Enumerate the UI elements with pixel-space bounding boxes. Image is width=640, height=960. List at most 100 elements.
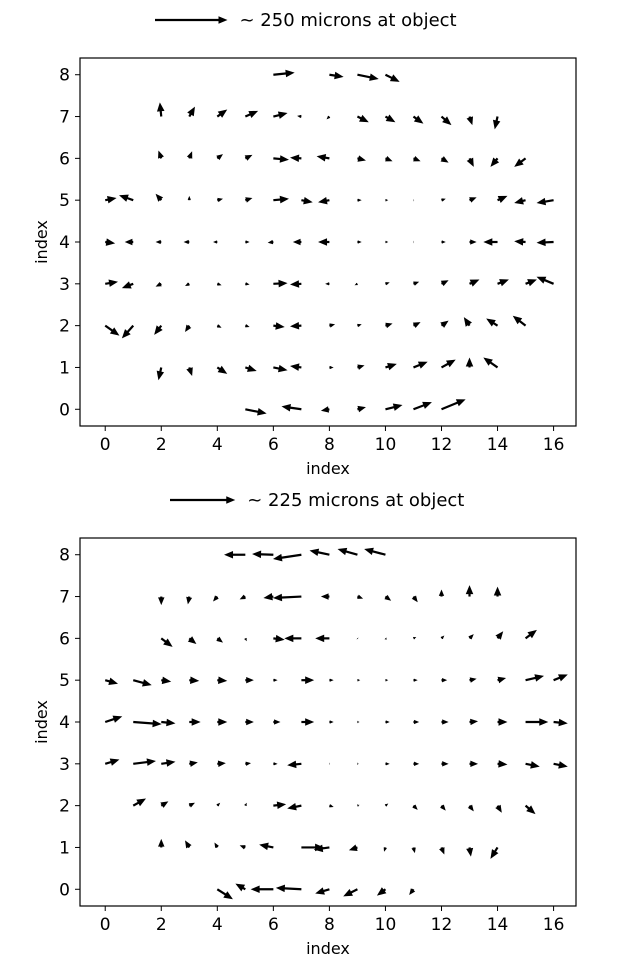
vector-arrow <box>309 548 330 557</box>
vector-arrow <box>385 199 389 202</box>
x-tick-label: 8 <box>324 915 335 935</box>
vector-arrow <box>385 362 397 371</box>
vector-arrow <box>245 676 254 684</box>
vector-arrow <box>239 845 246 850</box>
x-tick-label: 4 <box>212 915 223 935</box>
vector-arrow <box>315 634 330 643</box>
vector-arrow <box>213 240 218 244</box>
vector-arrow <box>183 239 190 245</box>
vector-arrow <box>187 106 195 118</box>
vector-arrow <box>290 280 302 288</box>
vector-arrow <box>483 357 499 369</box>
x-tick-label: 14 <box>487 915 509 935</box>
vector-arrow <box>357 679 361 682</box>
vector-arrow <box>512 315 527 327</box>
vector-arrow <box>495 631 504 640</box>
vector-arrow <box>441 678 448 683</box>
vector-arrow <box>465 357 474 368</box>
vector-arrow <box>154 324 163 335</box>
vector-arrow <box>213 595 219 602</box>
vector-arrow <box>214 842 219 849</box>
vector-arrow <box>316 153 330 162</box>
vector-arrow <box>186 367 193 376</box>
x-axis-label: index <box>306 939 350 958</box>
vector-arrow <box>469 677 477 683</box>
quiver-key-arrow <box>155 16 228 24</box>
vector-arrow <box>376 887 387 896</box>
vector-arrow <box>301 676 315 684</box>
vector-arrow <box>384 637 387 640</box>
vector-arrow <box>275 884 302 893</box>
vector-arrow <box>536 197 554 206</box>
vector-arrow <box>469 279 480 287</box>
vector-arrow <box>357 364 365 370</box>
vector-arrow <box>104 715 123 724</box>
x-tick-label: 16 <box>543 435 565 455</box>
vector-arrow <box>357 155 366 162</box>
x-tick-label: 12 <box>431 435 453 455</box>
vector-arrow <box>187 636 197 645</box>
vector-arrow <box>284 634 302 643</box>
vector-arrow <box>357 240 362 244</box>
vector-arrow <box>272 593 302 602</box>
x-tick-label: 0 <box>100 435 111 455</box>
vector-arrow <box>187 195 191 201</box>
vector-arrow <box>524 804 536 815</box>
vector-arrow <box>155 281 162 287</box>
vector-arrow <box>105 279 119 287</box>
x-tick-label: 2 <box>156 915 167 935</box>
quiver-key: ~ 225 microns at object <box>170 490 464 511</box>
vector-arrow <box>287 803 302 811</box>
vector-arrow <box>412 322 421 328</box>
vector-arrow <box>244 637 247 642</box>
y-tick-label: 5 <box>59 191 70 211</box>
y-tick-label: 8 <box>59 546 70 566</box>
vector-arrow <box>413 678 418 682</box>
vector-arrow <box>329 323 336 328</box>
vector-arrow <box>553 674 568 682</box>
vector-arrow <box>553 718 568 727</box>
y-tick-label: 3 <box>59 755 70 775</box>
vector-arrow <box>216 802 221 807</box>
vector-arrow <box>385 679 389 682</box>
y-tick-label: 1 <box>59 838 70 858</box>
vector-arrow <box>343 888 358 897</box>
vector-arrow <box>413 155 421 162</box>
vector-arrow <box>320 406 330 413</box>
vector-arrow <box>104 758 120 766</box>
vector-arrow <box>224 550 246 559</box>
vector-arrow <box>216 636 223 643</box>
vector-arrow <box>525 761 540 769</box>
vector-arrow <box>385 155 393 162</box>
vector-arrow <box>357 594 364 599</box>
vector-arrow <box>357 198 362 202</box>
vector-arrow <box>189 760 198 767</box>
vector-arrow <box>492 116 501 130</box>
vector-arrow <box>465 585 474 597</box>
vector-arrow <box>413 281 420 286</box>
vector-arrow <box>466 116 474 126</box>
vector-arrow <box>158 596 165 606</box>
vector-arrow <box>273 719 281 725</box>
y-tick-label: 4 <box>59 233 70 253</box>
vector-arrow <box>469 760 479 768</box>
vector-arrow <box>121 281 134 289</box>
vector-arrow <box>525 718 549 726</box>
vector-arrow <box>440 280 449 287</box>
vector-arrow <box>348 844 358 851</box>
vector-arrow <box>337 547 358 556</box>
vector-arrow <box>217 718 228 726</box>
vector-arrow <box>290 322 302 330</box>
vector-arrow <box>216 324 222 328</box>
vector-arrow <box>155 193 164 202</box>
vector-arrow <box>329 365 334 370</box>
vector-arrow <box>411 595 418 603</box>
vector-arrow <box>497 279 509 287</box>
vector-arrow <box>440 115 452 126</box>
x-tick-label: 0 <box>100 915 111 935</box>
x-tick-label: 8 <box>324 435 335 455</box>
vector-arrow <box>160 801 169 808</box>
vector-arrow <box>132 679 152 687</box>
vector-arrow <box>329 804 334 808</box>
